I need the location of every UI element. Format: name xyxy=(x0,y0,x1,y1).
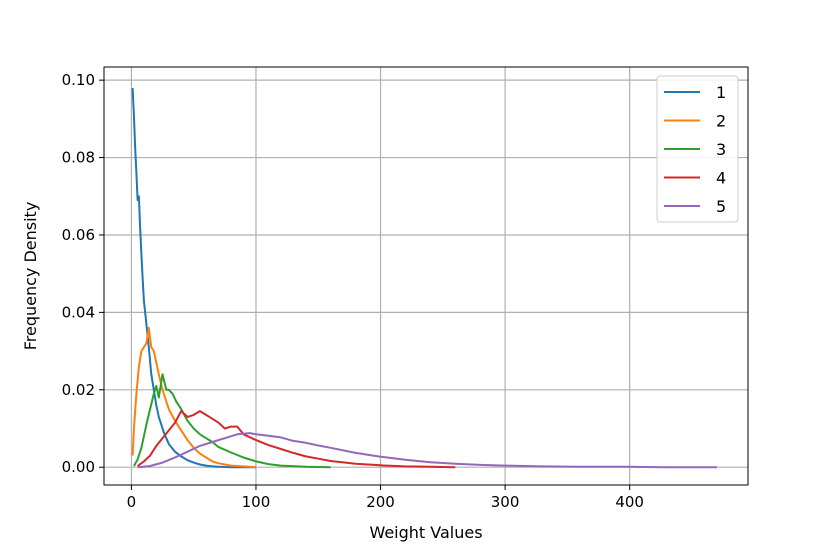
series-5-line xyxy=(137,432,717,469)
y-tick-label: 0.08 xyxy=(62,149,95,167)
y-tick-label: 0.00 xyxy=(62,458,95,476)
y-tick-label: 0.02 xyxy=(62,381,95,399)
legend-label: 5 xyxy=(716,197,726,216)
x-tick-label: 100 xyxy=(242,493,271,511)
series-1-line xyxy=(131,87,256,469)
legend-label: 2 xyxy=(716,112,726,131)
series-3-line xyxy=(133,373,331,469)
x-tick-label: 300 xyxy=(491,493,520,511)
x-tick-label: 0 xyxy=(127,493,137,511)
legend-label: 4 xyxy=(716,169,726,188)
plot-frame xyxy=(103,66,749,486)
legend-label: 3 xyxy=(716,140,726,159)
y-axis: 0.00 0.02 0.04 0.06 0.08 0.10 xyxy=(62,71,104,476)
x-axis-label: Weight Values xyxy=(369,523,482,542)
y-tick-label: 0.04 xyxy=(62,303,95,321)
grid xyxy=(104,67,748,485)
series-4-line xyxy=(137,410,456,469)
legend-label: 1 xyxy=(716,83,726,102)
x-tick-label: 400 xyxy=(615,493,644,511)
y-axis-label: Frequency Density xyxy=(21,202,40,351)
series-2-line xyxy=(131,326,257,469)
legend: 1 2 3 4 5 xyxy=(656,75,739,223)
y-tick-label: 0.10 xyxy=(62,71,95,89)
x-tick-label: 200 xyxy=(366,493,395,511)
y-tick-label: 0.06 xyxy=(62,226,95,244)
x-axis: 0 100 200 300 400 xyxy=(127,485,644,511)
series-layer xyxy=(131,87,717,469)
